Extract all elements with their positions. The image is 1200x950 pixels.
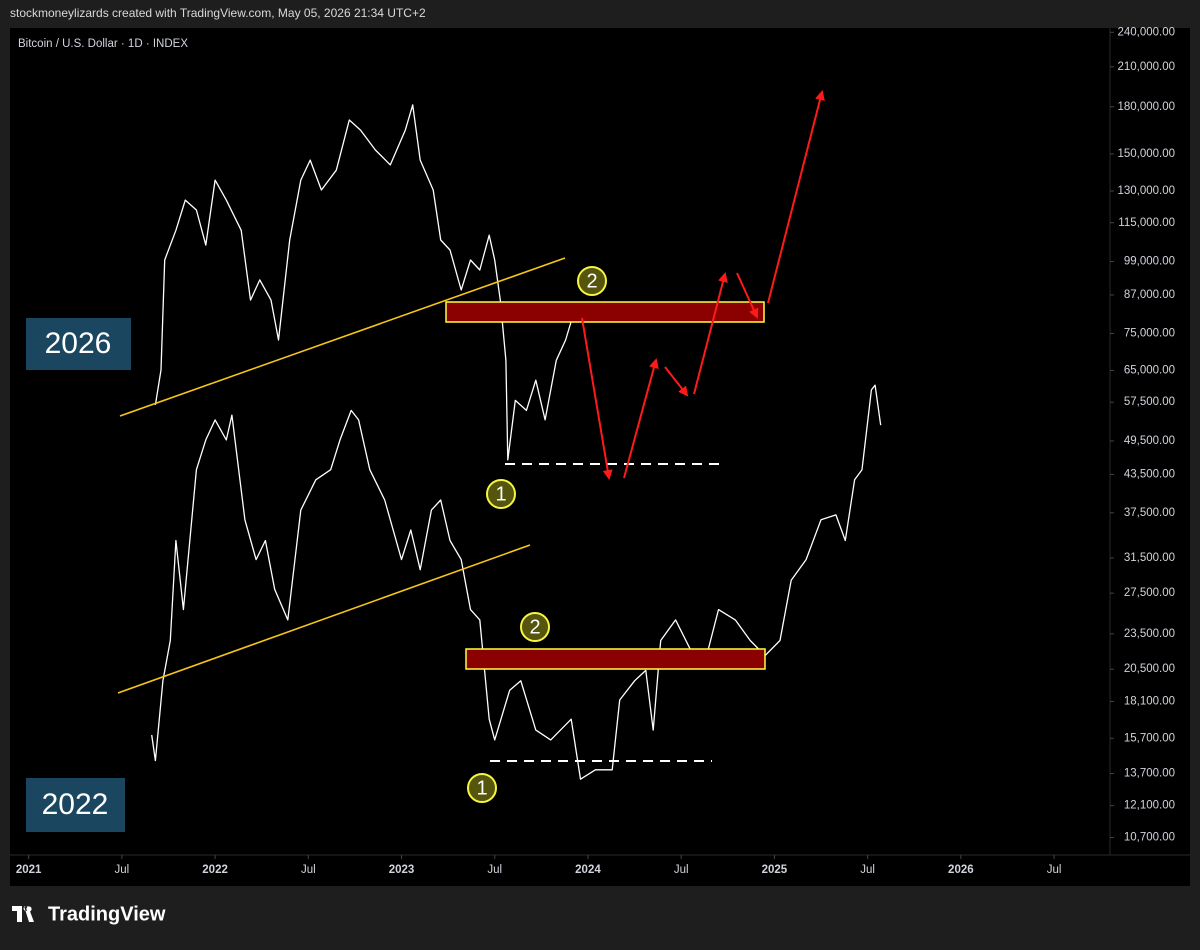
y-tick-label: 15,700.00 <box>1124 732 1175 744</box>
trend-line <box>117 544 531 694</box>
x-tick-label: 2025 <box>762 864 788 876</box>
y-tick-label: 150,000.00 <box>1117 148 1175 160</box>
y-tick-label: 12,100.00 <box>1124 800 1175 812</box>
y-tick-label: 99,000.00 <box>1124 256 1175 268</box>
x-tick-label: Jul <box>487 864 502 876</box>
symbol-title: Bitcoin / U.S. Dollar · 1D · INDEX <box>18 38 188 50</box>
y-tick-label: 49,500.00 <box>1124 435 1175 447</box>
x-tick-label: 2021 <box>16 864 42 876</box>
plot-background <box>10 28 1190 886</box>
marker-label: 1 <box>495 483 506 505</box>
fractal-label: 2022 <box>42 788 109 821</box>
trend-line <box>119 257 566 417</box>
x-tick-label: 2026 <box>948 864 974 876</box>
logo: TradingView <box>12 903 166 925</box>
x-tick-label: 2022 <box>202 864 228 876</box>
fractal-label: 2026 <box>45 327 112 360</box>
y-tick-label: 43,500.00 <box>1124 468 1175 480</box>
y-tick-label: 130,000.00 <box>1117 185 1175 197</box>
x-tick-label: Jul <box>674 864 689 876</box>
y-tick-label: 18,100.00 <box>1124 695 1175 707</box>
marker-label: 2 <box>586 270 597 292</box>
resistance-zone <box>465 648 766 670</box>
y-tick-label: 75,000.00 <box>1124 327 1175 339</box>
marker-label: 1 <box>476 777 487 799</box>
attribution: stockmoneylizards created with TradingVi… <box>10 6 426 20</box>
logo-text: TradingView <box>48 903 166 925</box>
marker-label: 2 <box>529 616 540 638</box>
y-tick-label: 20,500.00 <box>1124 663 1175 675</box>
resistance-zone <box>445 301 765 323</box>
y-tick-label: 10,700.00 <box>1124 832 1175 844</box>
annotations: 2 1 2 1 2026 2022 <box>26 90 825 832</box>
projection-arrows <box>581 90 825 480</box>
y-tick-label: 180,000.00 <box>1117 101 1175 113</box>
y-tick-label: 240,000.00 <box>1117 26 1175 38</box>
y-tick-label: 65,000.00 <box>1124 364 1175 376</box>
y-tick-label: 57,500.00 <box>1124 396 1175 408</box>
fractal-label-box <box>26 318 131 370</box>
y-tick-label: 87,000.00 <box>1124 289 1175 301</box>
x-tick-label: Jul <box>115 864 130 876</box>
x-tick-label: Jul <box>1047 864 1062 876</box>
y-tick-label: 210,000.00 <box>1117 61 1175 73</box>
y-tick-label: 13,700.00 <box>1124 768 1175 780</box>
price-line <box>154 104 574 461</box>
x-tick-label: Jul <box>860 864 875 876</box>
y-tick-label: 23,500.00 <box>1124 628 1175 640</box>
x-tick-label: Jul <box>301 864 316 876</box>
y-tick-label: 31,500.00 <box>1124 552 1175 564</box>
y-tick-label: 115,000.00 <box>1118 217 1175 229</box>
x-tick-label: 2024 <box>575 864 601 876</box>
y-tick-label: 37,500.00 <box>1124 507 1175 519</box>
markers: 2 1 2 1 <box>467 266 607 803</box>
x-tick-label: 2023 <box>389 864 415 876</box>
fractal-label-box <box>26 778 125 832</box>
y-tick-label: 27,500.00 <box>1124 587 1175 599</box>
